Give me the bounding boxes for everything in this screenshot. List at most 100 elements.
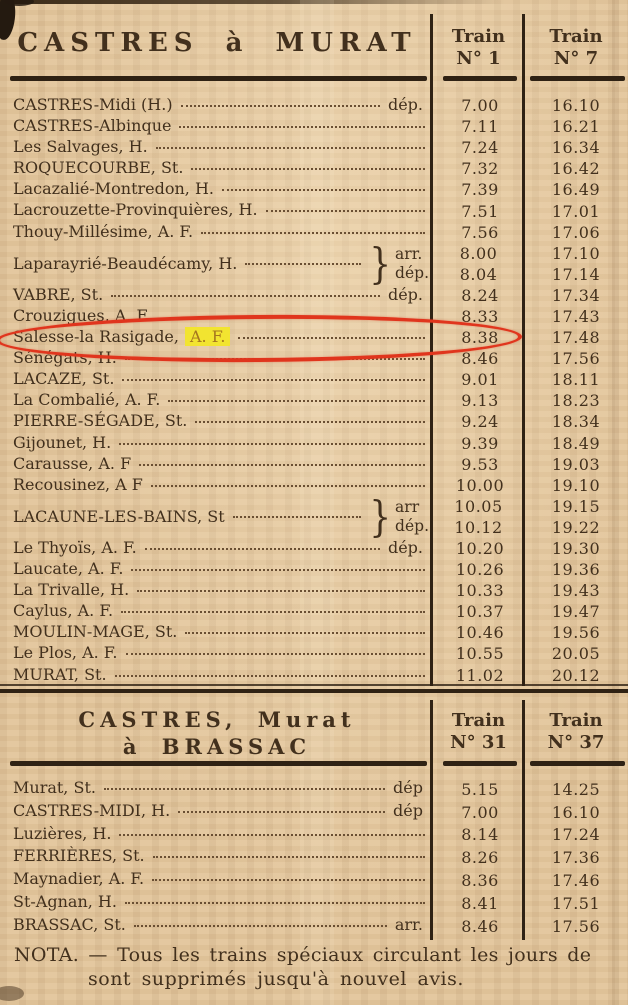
station-name: Lacazalié-Montredon, H. xyxy=(13,179,214,199)
table2-col-train37-header: Train N° 37 xyxy=(524,710,628,754)
dotted-leader xyxy=(121,611,425,614)
dotted-leader xyxy=(139,463,425,466)
train-time-col2: 17.10 17.14 xyxy=(524,243,628,285)
time-value: 7.51 xyxy=(461,201,499,221)
train-time-col1: 7.39 xyxy=(433,179,524,200)
time-value: 16.42 xyxy=(551,159,601,179)
station-row: Le Thyoïs, A. F. dép. 10.20 19.30 xyxy=(0,538,628,559)
time-value: 19.30 xyxy=(551,539,601,559)
station-name-cell: Carausse, A. F xyxy=(0,454,433,475)
time-value: 17.56 xyxy=(551,349,601,369)
train-time-col2: 17.34 xyxy=(524,285,628,306)
time-value: 17.01 xyxy=(551,201,601,221)
train-time-col2: 14.25 xyxy=(524,778,628,801)
station-name-cell: Les Salvages, H. xyxy=(0,137,433,158)
time-value: 11.02 xyxy=(455,665,505,685)
dotted-leader xyxy=(245,262,362,265)
header-rule xyxy=(530,76,625,81)
dotted-leader xyxy=(150,484,425,487)
header-rule xyxy=(530,761,625,766)
station-name: ROQUECOURBE, St. xyxy=(13,158,184,178)
dotted-leader xyxy=(124,901,425,904)
station-row: Crouzigues, A. F 8.33 17.43 xyxy=(0,306,628,327)
dotted-leader xyxy=(144,547,380,550)
time-value: 16.21 xyxy=(551,117,601,137)
station-name: Lacrouzette-Provinquières, H. xyxy=(13,200,258,220)
station-row: Salesse-la Rasigade, A. F. 8.38 17.48 xyxy=(0,327,628,348)
station-row: FERRIÈRES, St. 8.26 17.36 xyxy=(0,846,628,869)
arr-dep-label: arr. xyxy=(395,245,423,264)
time-value: 18.11 xyxy=(551,370,601,390)
time-value: 8.24 xyxy=(461,285,499,305)
station-name-cell: Laparayrié-Beaudécamy, H.} arr. dép. xyxy=(13,238,429,289)
station-row: Thouy-Millésime, A. F. 7.56 17.06 xyxy=(0,222,628,243)
station-row: Murat, St. dép 5.15 14.25 xyxy=(0,778,628,801)
dotted-leader xyxy=(122,379,425,382)
station-row: Laucate, A. F. 10.26 19.36 xyxy=(0,559,628,580)
station-name-cell: La Combalié, A. F. xyxy=(0,390,433,411)
station-name-cell: FERRIÈRES, St. xyxy=(0,846,433,869)
dep-arr-suffix: arr. xyxy=(394,914,423,934)
time-value: 10.12 xyxy=(454,517,503,537)
station-name: Le Thyoïs, A. F. xyxy=(13,537,137,557)
dotted-leader xyxy=(114,674,425,677)
time-value: 16.34 xyxy=(551,138,601,158)
dotted-leader xyxy=(137,590,425,593)
time-value: 7.39 xyxy=(461,180,499,200)
dep-arr-suffix: dép. xyxy=(387,95,423,114)
nota-line2: sont supprimés jusqu'à nouvel avis. xyxy=(88,968,464,990)
time-value: 17.43 xyxy=(551,306,601,326)
dotted-leader xyxy=(195,421,425,424)
station-name: CASTRES-MIDI, H. xyxy=(13,800,171,820)
station-name: BRASSAC, St. xyxy=(13,914,126,934)
column-divider xyxy=(430,14,433,686)
station-row: St-Agnan, H. 8.41 17.51 xyxy=(0,892,628,915)
station-name-cell: MOULIN-MAGE, St. xyxy=(0,622,433,643)
dotted-leader xyxy=(265,210,425,213)
train-time-col2: 19.30 xyxy=(524,538,628,559)
time-value: 18.49 xyxy=(551,433,601,453)
station-row: Recousinez, A F 10.00 19.10 xyxy=(0,475,628,496)
train-label: Train xyxy=(451,26,506,47)
station-row: Sénégats, H. 8.46 17.56 xyxy=(0,348,628,369)
train-label: Train xyxy=(549,710,603,731)
train-time-col2: 18.49 xyxy=(524,433,628,454)
table1-col-train1-header: Train N° 1 xyxy=(433,26,524,70)
station-name-cell: Thouy-Millésime, A. F. xyxy=(0,222,433,243)
time-value: 10.00 xyxy=(455,475,505,495)
station-name: Laucate, A. F. xyxy=(13,559,124,579)
station-name: Thouy-Millésime, A. F. xyxy=(13,221,194,241)
station-name-cell: PIERRE-SÉGADE, St. xyxy=(0,411,433,432)
time-value: 8.33 xyxy=(461,306,499,326)
train-time-col2: 20.05 xyxy=(524,643,628,664)
station-name-cell: Recousinez, A F xyxy=(0,475,433,496)
time-value: 17.06 xyxy=(551,222,601,242)
table1-col-train7-header: Train N° 7 xyxy=(524,26,628,70)
time-value: 17.14 xyxy=(551,264,601,284)
arr-dep-labels: arr dép. xyxy=(395,498,429,535)
train-time-col1: 8.38 xyxy=(433,327,524,348)
station-row: BRASSAC, St. arr. 8.46 17.56 xyxy=(0,915,628,938)
station-name-cell: Laucate, A. F. xyxy=(0,559,433,580)
train-time-col2: 19.36 xyxy=(524,559,628,580)
time-value: 17.46 xyxy=(551,871,601,891)
header-rule xyxy=(443,76,517,81)
train-time-col1: 9.53 xyxy=(433,454,524,475)
ink-smudge-artifact xyxy=(0,986,24,1001)
train-time-col2: 17.46 xyxy=(524,869,628,892)
train-time-col2: 19.43 xyxy=(524,580,628,601)
station-name: Les Salvages, H. xyxy=(13,137,148,157)
time-value: 8.46 xyxy=(461,349,499,369)
station-row: Lacrouzette-Provinquières, H. 7.51 17.01 xyxy=(0,200,628,221)
train-time-col1: 5.15 xyxy=(433,778,524,801)
station-name-cell: Sénégats, H. xyxy=(0,348,433,369)
dotted-leader xyxy=(119,833,425,836)
train-time-col1: 7.00 xyxy=(433,95,524,116)
station-name-cell: Salesse-la Rasigade, A. F. xyxy=(0,327,433,348)
time-value: 16.10 xyxy=(551,96,601,116)
table2-title: CASTRES, Murat à BRASSAC xyxy=(8,706,426,760)
dep-arr-suffix: dép. xyxy=(387,537,423,557)
time-value: 9.24 xyxy=(461,412,499,432)
time-value: 7.56 xyxy=(461,222,499,242)
station-row: Le Plos, A. F. 10.55 20.05 xyxy=(0,643,628,664)
